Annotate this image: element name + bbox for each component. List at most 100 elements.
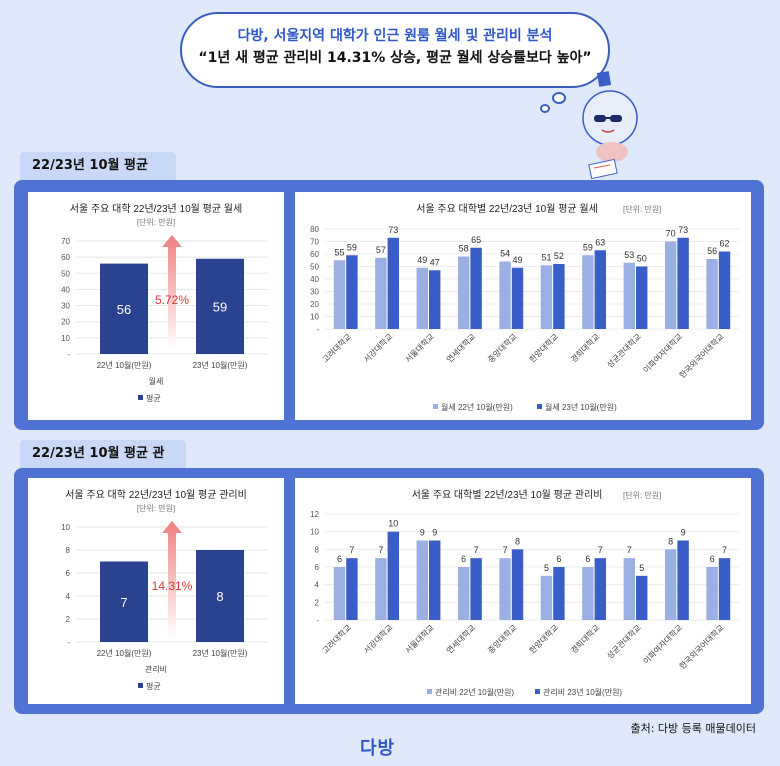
bar-value-label: 53 [624,250,634,260]
bar-value-label: 7 [120,595,127,610]
legend-label: 월세 23년 10월(만원) [545,402,617,412]
bar [375,257,387,329]
section-label-fee: 22/23년 10월 평균 관리비 [20,440,186,489]
bar [706,567,718,620]
chart-subtitle: [단위: 만원] [623,490,661,500]
legend-swatch [433,404,438,409]
legend-swatch [535,689,540,694]
y-tick-label: 4 [66,592,71,601]
bar [718,558,731,620]
bar [499,261,511,329]
bar [346,255,358,329]
fee-average-chart: 서울 주요 대학 22년/23년 10월 평균 관리비 [단위: 만원] - 2 4 6 8… [28,478,284,704]
bar [636,266,648,329]
bar-value-label: 6 [461,554,466,564]
bar [470,558,482,620]
x-tick-label: 이화여자대학교 [641,622,685,666]
x-tick-label: 경희대학교 [568,331,601,364]
x-tick-label: 경희대학교 [568,622,601,655]
bar-value-label: 5 [639,563,644,573]
x-tick-label: 고려대학교 [320,331,353,364]
y-tick-label: 30 [61,302,70,311]
bar-value-label: 70 [666,229,676,239]
bar [582,567,594,620]
x-tick-label: 서울대학교 [403,622,436,655]
bar [664,241,677,329]
bar-value-label: 54 [500,249,510,259]
section-label-rent: 22/23년 10월 평균 월세 [20,152,176,201]
bar-value-label: 6 [337,554,342,564]
y-tick-label: 50 [310,263,319,272]
bar-value-label: 7 [349,545,354,555]
increase-arrow [162,235,182,350]
source-note: 출처: 다방 등록 매물데이터 [630,722,756,735]
x-tick-label: 한양대학교 [527,622,560,655]
bar [416,540,428,620]
y-tick-label: 80 [310,225,319,234]
bar [387,531,400,620]
title-bubble: 다방, 서울지역 대학가 인근 원룸 월세 및 관리비 분석 “1년 새 평균 … [180,12,610,88]
bar [718,251,731,329]
y-tick-label: 70 [61,237,70,246]
x-tick-label: 23년 10월(만원) [193,360,248,370]
bar [511,549,524,620]
x-tick-label: 중앙대학교 [486,331,519,364]
bar [100,263,148,354]
mascot-illustration [582,71,638,180]
x-axis-title: 월세 [149,376,164,386]
legend-swatch [138,395,143,400]
dabang-logo: 다방 [360,738,396,759]
chart-subtitle: [단위: 만원] [137,503,175,513]
bar [470,247,482,329]
x-tick-label: 연세대학교 [444,331,477,364]
bar-value-label: 57 [376,245,386,255]
bar [511,267,524,329]
y-tick-label: - [67,350,70,359]
bar [429,540,441,620]
y-tick-label: 40 [310,275,319,284]
bar-value-label: 6 [710,554,715,564]
bar-value-label: 73 [388,225,398,235]
x-tick-label: 서강대학교 [361,622,394,655]
percent-increase-label: 14.31% [152,579,193,593]
chart-title: 서울 주요 대학 22년/23년 10월 평균 월세 [70,203,242,215]
bar-value-label: 7 [627,545,632,555]
percent-increase-label: 5.72% [155,293,189,307]
bar [387,237,400,329]
bar [594,250,607,329]
bar [346,558,358,620]
bar-value-label: 73 [678,225,688,235]
legend-label: 관리비 22년 10월(만원) [435,687,514,697]
bar-value-label: 49 [513,255,523,265]
x-tick-label: 한국외국어대학교 [677,622,726,671]
bar [636,575,648,620]
bar-value-label: 7 [722,545,727,555]
bar [553,264,565,329]
y-tick-label: 30 [310,288,319,297]
y-tick-label: 10 [61,523,70,532]
bar [100,561,148,642]
bar [457,567,470,620]
x-tick-label: 성균관대학교 [605,331,643,369]
x-tick-label: 22년 10월(만원) [97,360,152,370]
bar [333,260,346,329]
legend-label: 평균 [146,681,161,691]
bar-value-label: 47 [430,257,440,267]
bar-value-label: 59 [347,242,357,252]
bar-value-label: 65 [471,235,481,245]
bar-value-label: 52 [554,251,564,261]
bar [457,256,470,329]
increase-arrow [162,521,182,638]
bar [429,270,441,329]
y-tick-label: 6 [66,569,71,578]
y-tick-label: 70 [310,238,319,247]
x-tick-label: 연세대학교 [444,622,477,655]
bubble-dot [540,104,550,113]
y-tick-label: 2 [66,615,71,624]
bar-value-label: 63 [595,237,605,247]
bar-value-label: 9 [420,528,425,538]
bar [416,267,428,329]
y-tick-label: 4 [315,581,320,590]
x-tick-label: 고려대학교 [320,622,353,655]
bar-value-label: 10 [388,519,398,529]
